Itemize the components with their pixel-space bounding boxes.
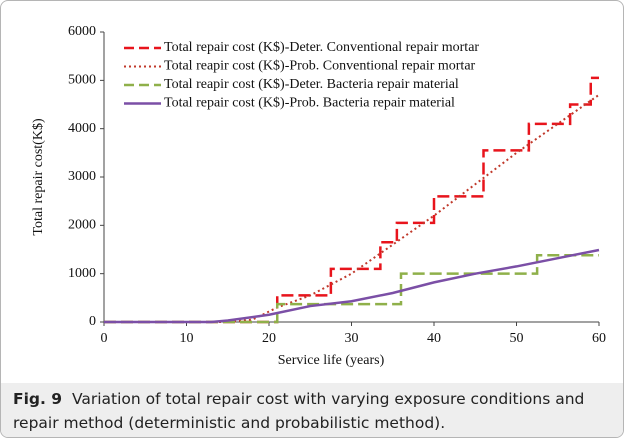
x-tick-label: 0: [101, 331, 108, 346]
y-tick-label: 0: [89, 314, 96, 329]
y-tick-label: 1000: [68, 266, 96, 281]
x-axis-label: Service life (years): [278, 353, 385, 368]
series-line: [104, 254, 599, 324]
x-tick-label: 50: [510, 331, 524, 346]
y-tick-label: 3000: [68, 169, 96, 184]
y-tick-label: 6000: [68, 24, 96, 39]
x-tick-label: 10: [180, 331, 194, 346]
legend-label: Total reapir cost (K$)-Deter. Bacteria r…: [164, 77, 459, 92]
y-tick-label: 5000: [68, 73, 96, 88]
legend-label: Total repair cost (K$)-Deter. Convention…: [164, 40, 479, 55]
legend-label: Total repair cost (K$)-Prob. Bacteria re…: [164, 96, 455, 111]
legend-label: Total reapir cost (K$)-Prob. Conventiona…: [164, 59, 476, 74]
caption: Fig. 9 Variation of total repair cost wi…: [1, 383, 623, 437]
series-line: [104, 76, 599, 324]
y-tick-label: 2000: [68, 218, 96, 233]
series-line: [104, 94, 600, 323]
x-tick-label: 40: [427, 331, 441, 346]
y-tick-label: 4000: [68, 121, 96, 136]
caption-label: Fig. 9: [13, 390, 63, 408]
chart: Service life (years) Total repair cost(K…: [31, 24, 606, 368]
x-tick-label: 60: [592, 331, 606, 346]
series-line: [104, 248, 600, 324]
caption-text: Variation of total repair cost with vary…: [13, 390, 585, 432]
y-axis-label: Total repair cost(K$): [31, 118, 46, 236]
x-tick-label: 30: [345, 331, 359, 346]
x-tick-label: 20: [262, 331, 276, 346]
